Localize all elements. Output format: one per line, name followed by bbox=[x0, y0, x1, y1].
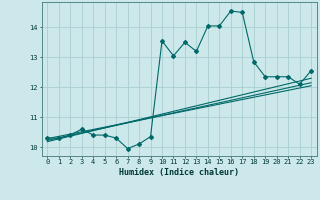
X-axis label: Humidex (Indice chaleur): Humidex (Indice chaleur) bbox=[119, 168, 239, 177]
